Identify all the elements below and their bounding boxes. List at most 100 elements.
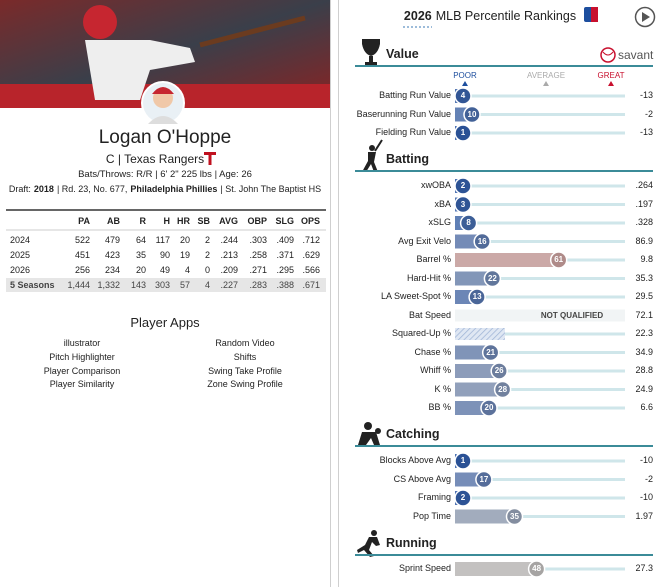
avatar-body bbox=[148, 116, 178, 124]
percentile-label: 28 bbox=[498, 384, 508, 394]
stat-cell: 479 bbox=[104, 235, 120, 245]
stat-cell: .295 bbox=[276, 265, 294, 275]
stat-cell: .258 bbox=[249, 250, 267, 260]
draft-part: 2018 bbox=[33, 184, 54, 194]
stat-cell: 117 bbox=[155, 235, 170, 245]
metric-value: -10 bbox=[639, 492, 653, 502]
brand: savant bbox=[618, 48, 654, 62]
metric-value: 6.6 bbox=[640, 402, 653, 412]
stat-cell: 143 bbox=[130, 280, 146, 290]
total-row-bg bbox=[6, 278, 326, 292]
percentile-label: 48 bbox=[532, 564, 542, 573]
legend-label: GREAT bbox=[597, 71, 625, 80]
metric-value: 72.1 bbox=[635, 309, 653, 320]
stat-cell: 522 bbox=[74, 235, 90, 245]
percentile-dot bbox=[454, 87, 472, 105]
stat-cell: .671 bbox=[302, 280, 320, 290]
stat-cell: .271 bbox=[249, 265, 267, 275]
column-header: OBP bbox=[247, 216, 267, 226]
percentile-label: 4 bbox=[460, 91, 466, 100]
stat-cell: 303 bbox=[154, 280, 170, 290]
column-header: SB bbox=[197, 216, 210, 226]
percentile-dot bbox=[505, 507, 524, 526]
app-link[interactable]: Zone Swing Profile bbox=[207, 379, 283, 390]
stat-cell: 234 bbox=[104, 265, 120, 275]
legend-label: POOR bbox=[453, 71, 477, 80]
app-link[interactable]: Player Similarity bbox=[49, 379, 115, 390]
metric-label: BB % bbox=[428, 402, 451, 412]
metric-label: Squared-Up % bbox=[391, 328, 451, 338]
stat-cell: .227 bbox=[220, 280, 238, 290]
metric-label: Barrel % bbox=[416, 254, 451, 264]
stat-cell: 423 bbox=[104, 250, 120, 260]
app-link[interactable]: Player Comparison bbox=[43, 365, 121, 376]
metric-label: Whiff % bbox=[420, 365, 451, 375]
metric-value: 1.97 bbox=[635, 510, 653, 521]
stat-cell: 64 bbox=[135, 235, 146, 245]
row-label: 2025 bbox=[10, 250, 31, 260]
draft-part: Philadelphia Phillies bbox=[130, 184, 218, 194]
metric-label: Blocks Above Avg bbox=[379, 455, 451, 465]
photo-jersey bbox=[85, 40, 195, 100]
stat-cell: 2 bbox=[204, 235, 210, 245]
metric-label: Hard-Hit % bbox=[406, 272, 451, 283]
legend-marker bbox=[462, 81, 468, 86]
metric-label: xSLG bbox=[428, 217, 451, 227]
title-year: 2026 bbox=[403, 9, 432, 23]
percentile-bar bbox=[455, 271, 493, 286]
metric-value: 34.9 bbox=[635, 346, 653, 357]
savant-icon bbox=[600, 47, 616, 63]
play-button[interactable] bbox=[634, 6, 656, 28]
stat-cell: 0 bbox=[204, 265, 210, 275]
percentile-label: 21 bbox=[486, 347, 496, 357]
not-qualified: NOT QUALIFIED bbox=[540, 310, 604, 320]
percentile-dot bbox=[527, 560, 546, 578]
column-header: SLG bbox=[275, 216, 294, 226]
percentile-label: 22 bbox=[487, 273, 497, 283]
stat-cell: .566 bbox=[302, 265, 320, 275]
metric-value: -13 bbox=[639, 90, 653, 100]
metric-label: Sprint Speed bbox=[398, 563, 451, 573]
avatar-cap bbox=[152, 87, 174, 94]
icon-catcher bbox=[358, 422, 381, 445]
column-header: AB bbox=[107, 216, 120, 226]
percentile-dot bbox=[549, 251, 568, 269]
icon-runner bbox=[357, 530, 380, 557]
photo-helmet bbox=[83, 5, 117, 39]
percentile-label: 2 bbox=[460, 181, 466, 190]
stat-cell: .712 bbox=[302, 235, 320, 245]
draft-part: Draft: bbox=[8, 184, 31, 194]
unranked-bar bbox=[455, 328, 505, 340]
percentile-dot bbox=[454, 177, 472, 195]
metric-value: .264 bbox=[635, 180, 653, 190]
metric-value: .328 bbox=[635, 217, 653, 227]
percentile-bar bbox=[455, 345, 491, 360]
metric-label: xwOBA bbox=[420, 180, 451, 190]
app-link[interactable]: illustrator bbox=[63, 338, 101, 348]
apps-title: Player Apps bbox=[130, 315, 200, 330]
app-link[interactable]: Swing Take Profile bbox=[208, 365, 282, 376]
percentile-label: 20 bbox=[484, 403, 494, 412]
app-link[interactable]: Pitch Highlighter bbox=[49, 351, 115, 362]
percentile-dot bbox=[459, 214, 478, 232]
metric-label: K % bbox=[434, 383, 451, 394]
metric-value: 9.8 bbox=[640, 254, 653, 264]
percentile-label: 16 bbox=[477, 236, 487, 246]
team-logo bbox=[204, 152, 216, 165]
metric-value: 86.9 bbox=[635, 235, 653, 246]
metric-label: Avg Exit Velo bbox=[398, 235, 451, 246]
app-link[interactable]: Shifts bbox=[233, 351, 257, 362]
draft-line: Draft: 2018 | Rd. 23, No. 677, Philadelphia… bbox=[9, 185, 321, 194]
metric-value: 27.3 bbox=[635, 563, 653, 573]
team-line: C | Texas Rangers bbox=[105, 152, 205, 166]
column-header: H bbox=[163, 216, 171, 226]
metric-label: Batting Run Value bbox=[379, 90, 451, 100]
stat-cell: .409 bbox=[276, 235, 294, 245]
metric-label: CS Above Avg bbox=[393, 473, 451, 484]
stat-cell: .303 bbox=[249, 235, 267, 245]
metric-label: LA Sweet-Spot % bbox=[380, 291, 451, 301]
app-link[interactable]: Random Video bbox=[215, 338, 275, 348]
metric-label: Framing bbox=[417, 492, 451, 502]
player-bio: Bats/Throws: R/R | 6' 2" 225 lbs | Age: … bbox=[78, 169, 252, 180]
stat-cell: .629 bbox=[302, 250, 320, 260]
